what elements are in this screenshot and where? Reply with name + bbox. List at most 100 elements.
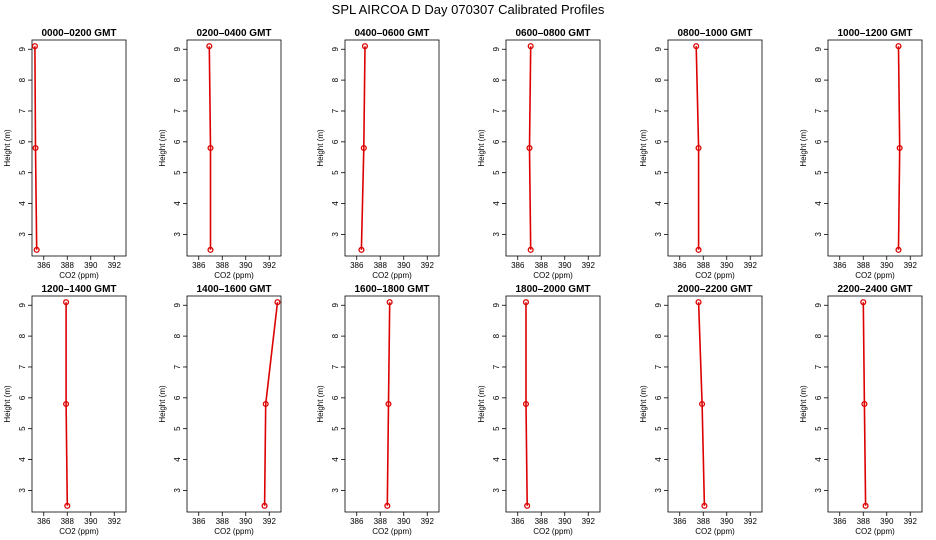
profile-point — [896, 144, 903, 152]
profile-point — [385, 400, 392, 408]
profile-point — [31, 43, 38, 50]
plot-frame — [344, 295, 440, 513]
y-axis-label: Height (m) — [158, 129, 167, 167]
profile-point — [524, 502, 531, 509]
profile-point — [895, 246, 902, 253]
x-tick-label: 390 — [558, 261, 572, 270]
y-tick-label: 8 — [654, 333, 663, 338]
y-tick-label: 4 — [331, 201, 340, 206]
y-tick-label: 6 — [173, 395, 182, 400]
profile-panel-7: 1400–1600 GMT 386 388 390 392 CO2 (ppm) 3 4 5 6 7 8… — [158, 284, 282, 536]
y-tick-label: 3 — [492, 232, 501, 237]
y-tick-label: 3 — [331, 232, 340, 237]
x-tick-label: 390 — [880, 261, 894, 270]
profile-line — [897, 46, 901, 250]
y-tick-label: 5 — [331, 426, 340, 431]
y-tick-label: 8 — [654, 77, 663, 82]
x-tick-label: 388 — [697, 517, 711, 526]
y-tick-label: 3 — [814, 488, 823, 493]
plot-frame — [344, 39, 440, 257]
y-axis-label: Height (m) — [316, 385, 325, 423]
y-tick-label: 8 — [331, 77, 340, 82]
x-tick-label: 392 — [421, 517, 435, 526]
profile-panel-1: 0200–0400 GMT 386 388 390 392 CO2 (ppm) 3 4 5 6 7 8… — [158, 28, 282, 280]
y-tick-label: 4 — [173, 457, 182, 462]
profile-line — [360, 46, 366, 250]
y-tick-label: 9 — [173, 302, 182, 307]
y-axis-label: Height (m) — [3, 129, 12, 167]
x-tick-label: 386 — [833, 261, 847, 270]
x-tick-label: 390 — [720, 261, 734, 270]
x-tick-label: 388 — [535, 261, 549, 270]
panel-title: 0000–0200 GMT — [41, 28, 116, 39]
profile-point — [261, 502, 268, 509]
plot-frame — [505, 39, 601, 257]
y-tick-label: 3 — [331, 488, 340, 493]
x-tick-label: 390 — [558, 517, 572, 526]
profile-point — [862, 502, 869, 509]
y-tick-label: 8 — [331, 333, 340, 338]
y-tick-label: 8 — [173, 333, 182, 338]
profile-point — [361, 43, 369, 50]
y-tick-label: 8 — [18, 77, 27, 82]
panel-title: 1800–2000 GMT — [515, 284, 590, 295]
y-tick-label: 4 — [654, 201, 663, 206]
y-tick-label: 5 — [492, 170, 501, 175]
y-tick-label: 7 — [492, 364, 501, 369]
y-tick-label: 7 — [173, 364, 182, 369]
y-tick-label: 6 — [654, 139, 663, 144]
profile-point — [860, 299, 867, 306]
y-axis-label: Height (m) — [639, 385, 648, 423]
x-tick-label: 388 — [857, 261, 871, 270]
profile-panel-0: 0000–0200 GMT 386 388 390 392 CO2 (ppm) 3 4 5 6 7 8… — [3, 28, 127, 280]
profile-point — [699, 400, 706, 408]
profile-point — [207, 246, 214, 253]
y-tick-label: 5 — [492, 426, 501, 431]
x-tick-label: 392 — [744, 517, 758, 526]
y-axis-label: Height (m) — [158, 385, 167, 423]
x-tick-label: 386 — [511, 517, 525, 526]
profile-line — [65, 302, 69, 506]
y-tick-label: 5 — [331, 170, 340, 175]
y-tick-label: 6 — [18, 395, 27, 400]
y-axis-label: Height (m) — [477, 385, 486, 423]
x-axis-label: CO2 (ppm) — [695, 527, 735, 536]
x-axis-label: CO2 (ppm) — [214, 527, 254, 536]
profile-point — [207, 144, 214, 152]
y-tick-label: 3 — [18, 232, 27, 237]
plot-frame — [31, 39, 127, 257]
x-tick-label: 392 — [108, 517, 122, 526]
figure-title: SPL AIRCOA D Day 070307 Calibrated Profi… — [332, 2, 605, 17]
y-tick-label: 3 — [173, 232, 182, 237]
y-tick-label: 7 — [173, 108, 182, 113]
y-tick-label: 4 — [492, 457, 501, 462]
y-tick-label: 6 — [331, 395, 340, 400]
panel-title: 1000–1200 GMT — [837, 28, 912, 39]
y-tick-label: 4 — [654, 457, 663, 462]
profile-point — [695, 144, 702, 152]
profile-panel-2: 0400–0600 GMT 386 388 390 392 CO2 (ppm) 3 4 5 6 7 8… — [316, 28, 440, 280]
y-tick-label: 4 — [814, 457, 823, 462]
profile-point — [262, 400, 269, 408]
profile-point — [32, 144, 39, 152]
y-tick-label: 7 — [331, 364, 340, 369]
panel-title: 1200–1400 GMT — [41, 284, 116, 295]
profile-point — [693, 43, 700, 50]
y-axis-label: Height (m) — [799, 385, 808, 423]
y-tick-label: 6 — [492, 395, 501, 400]
y-axis-label: Height (m) — [477, 129, 486, 167]
profile-line — [386, 302, 391, 506]
x-tick-label: 386 — [511, 261, 525, 270]
x-tick-label: 390 — [84, 517, 98, 526]
y-tick-label: 7 — [654, 108, 663, 113]
profile-line — [525, 302, 528, 506]
profile-line — [862, 302, 867, 506]
profile-point — [360, 144, 367, 152]
panel-title: 2000–2200 GMT — [677, 284, 752, 295]
x-tick-label: 390 — [397, 517, 411, 526]
y-tick-label: 6 — [492, 139, 501, 144]
x-tick-label: 392 — [904, 261, 918, 270]
x-tick-label: 388 — [374, 517, 388, 526]
x-tick-label: 390 — [84, 261, 98, 270]
